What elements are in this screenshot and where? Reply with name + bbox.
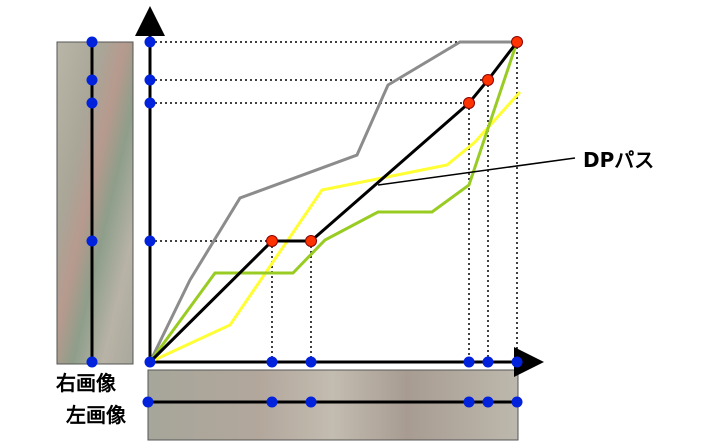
left-image-label: 左画像 <box>66 403 127 427</box>
dp-path-label: DPパス <box>583 148 654 172</box>
left-image-strip <box>148 370 518 440</box>
page: 右画像 左画像 DPパス (() => { const data = JSON.… <box>0 0 717 448</box>
yellow-path <box>150 92 520 362</box>
diagram: 右画像 左画像 DPパス <box>0 0 717 448</box>
green-path <box>150 42 517 362</box>
right-image-strip <box>57 42 133 364</box>
right-image-label: 右画像 <box>56 371 117 395</box>
guide-lines <box>150 42 517 362</box>
dp-path <box>150 42 517 362</box>
gray-path <box>150 42 517 362</box>
blue-points <box>87 37 523 408</box>
